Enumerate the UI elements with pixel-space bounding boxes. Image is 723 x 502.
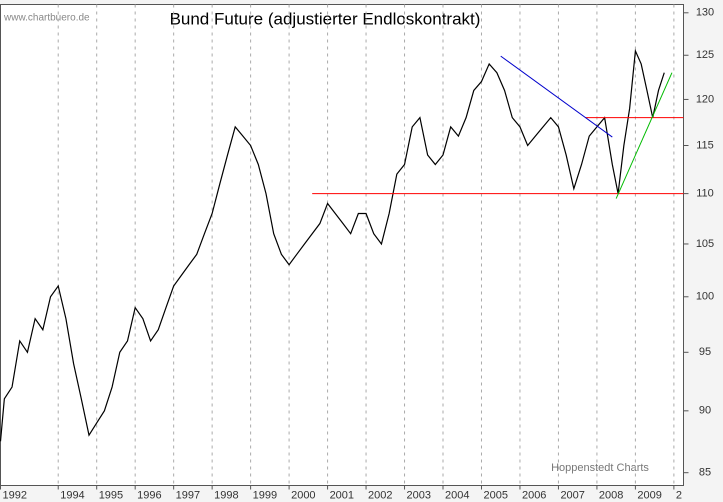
trend-line xyxy=(615,72,673,199)
x-tick-label: 2005 xyxy=(483,489,507,501)
y-tick-label: 105 xyxy=(696,238,714,250)
y-tick-label: 130 xyxy=(696,7,714,19)
x-tick-label: 2002 xyxy=(368,489,392,501)
x-tick-label: 2007 xyxy=(560,489,584,501)
x-tick-label: 2008 xyxy=(599,489,623,501)
x-tick-label: 1995 xyxy=(99,489,123,501)
y-tick-label: 85 xyxy=(699,467,711,479)
x-tick-label: 2001 xyxy=(330,489,354,501)
x-tick-label: 1994 xyxy=(60,489,84,501)
x-tick-label: 2000 xyxy=(291,489,315,501)
y-tick-label: 95 xyxy=(699,346,711,358)
source: www.chartbuero.de xyxy=(3,13,90,24)
x-tick-label: 1998 xyxy=(214,489,238,501)
plot-area xyxy=(0,4,684,486)
x-tick-label: 2006 xyxy=(522,489,546,501)
y-tick-label: 115 xyxy=(696,139,714,151)
x-tick-label: 1992 xyxy=(3,489,27,501)
y-tick-label: 90 xyxy=(699,405,711,417)
chart-title: Bund Future (adjustierter Endloskontrakt… xyxy=(170,9,481,28)
price-line xyxy=(0,48,665,442)
y-tick-label: 110 xyxy=(696,188,714,200)
x-tick-label: 2 xyxy=(676,489,682,501)
credit: Hoppenstedt Charts xyxy=(551,462,649,474)
x-tick-label: 1999 xyxy=(253,489,277,501)
x-tick-label: 2003 xyxy=(407,489,431,501)
y-tick-label: 100 xyxy=(696,291,714,303)
x-tick-label: 1996 xyxy=(137,489,161,501)
y-tick-label: 120 xyxy=(696,93,714,105)
y-tick-label: 125 xyxy=(696,49,714,61)
trend-line xyxy=(500,55,613,138)
x-tick-label: 2004 xyxy=(445,489,469,501)
x-tick-label: 1997 xyxy=(176,489,200,501)
x-tick-label: 2009 xyxy=(637,489,661,501)
